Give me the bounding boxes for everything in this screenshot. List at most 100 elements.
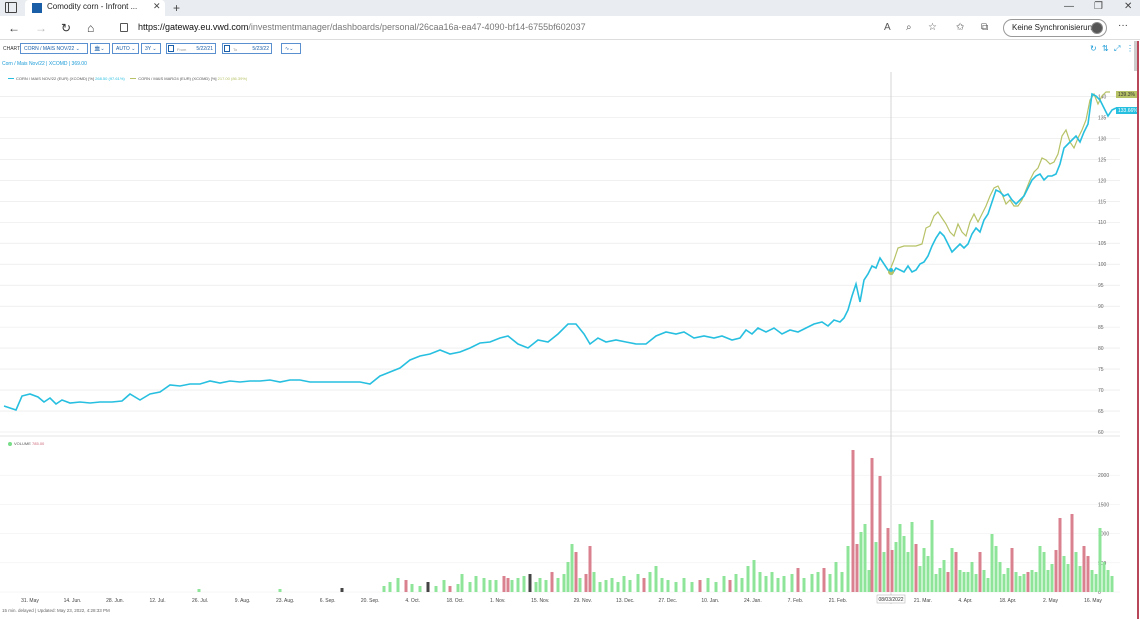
new-tab-icon[interactable]: + <box>173 1 181 15</box>
window-menu-icon[interactable] <box>5 2 17 13</box>
series-2-name: CORN / MAIS MAR/24 (EUR) (XCOMD) [%] <box>138 76 217 81</box>
more-menu-icon[interactable]: ··· <box>1118 20 1128 31</box>
sync-profile-button[interactable]: Keine Synchronisierung <box>1003 19 1107 37</box>
expand-icon[interactable]: ⤢ <box>1114 44 1121 53</box>
volume-bar <box>882 552 886 592</box>
address-bar-row: ← → ↻ ⌂ https://gateway.eu.vwd.com/inves… <box>0 16 1140 40</box>
volume-bar <box>914 544 918 592</box>
volume-bar <box>1070 514 1074 592</box>
volume-bar <box>482 578 486 592</box>
url-field[interactable]: https://gateway.eu.vwd.com/investmentman… <box>112 19 992 37</box>
price-y-tick: 140 <box>1098 94 1107 100</box>
sort-icon[interactable]: ⇅ <box>1102 44 1109 53</box>
mode-select[interactable]: AUTO ⌄ <box>112 43 139 54</box>
volume-bar <box>986 578 990 592</box>
volume-bar <box>930 520 934 592</box>
price-y-tick: 120 <box>1098 178 1107 184</box>
x-axis-tick: 15. Nov. <box>531 598 549 604</box>
volume-bar <box>604 580 608 592</box>
volume-bar <box>926 556 930 592</box>
scrollbar[interactable] <box>1134 41 1137 71</box>
from-date-field[interactable]: From 5/22/21 <box>166 43 216 54</box>
refresh-chart-icon[interactable]: ↻ <box>1090 44 1097 53</box>
period-select[interactable]: 3Y ⌄ <box>141 43 161 54</box>
volume-bar <box>636 574 640 592</box>
line-style-select[interactable]: ∿⌄ <box>281 43 301 54</box>
volume-bar <box>610 578 614 592</box>
volume-bar <box>942 560 946 592</box>
refresh-icon[interactable]: ↻ <box>61 21 72 35</box>
volume-bar <box>1090 570 1094 592</box>
volume-bar <box>1062 556 1066 592</box>
favorite-add-icon[interactable]: ☆ <box>928 22 937 33</box>
x-axis-tick: 18. Apr. <box>999 598 1016 604</box>
volume-bar <box>1030 570 1034 592</box>
volume-bar <box>562 574 566 592</box>
calendar-icon <box>224 45 230 52</box>
series-1-end-tag <box>1116 107 1138 114</box>
zoom-icon[interactable]: ⌕ <box>906 22 912 33</box>
volume-bar <box>588 546 592 592</box>
volume-bar <box>990 534 994 592</box>
volume-bar <box>878 476 882 592</box>
volume-bar <box>958 570 962 592</box>
x-axis-tick: 10. Jan. <box>701 598 719 604</box>
volume-bar <box>855 544 859 592</box>
more-options-icon[interactable]: ⋮ <box>1126 44 1134 53</box>
volume-bar <box>1010 548 1014 592</box>
minimize-icon[interactable]: — <box>1064 1 1074 12</box>
volume-bar <box>810 574 814 592</box>
home-icon[interactable]: ⌂ <box>87 21 95 35</box>
avatar <box>1091 22 1103 34</box>
volume-bar <box>962 572 966 592</box>
x-axis-tick: 2. May <box>1043 598 1059 604</box>
volume-bar <box>1002 574 1006 592</box>
volume-bar <box>1082 546 1086 592</box>
volume-bar <box>574 552 578 592</box>
volume-bar <box>340 588 344 592</box>
volume-bar <box>998 562 1002 592</box>
volume-bar <box>974 574 978 592</box>
chart-type-select[interactable]: 🏛⌄ <box>90 43 110 54</box>
volume-bar <box>506 578 510 592</box>
price-y-tick: 115 <box>1098 199 1106 205</box>
volume-bar <box>598 582 602 592</box>
volume-bar <box>898 524 902 592</box>
volume-bar <box>859 532 863 592</box>
url-text: https://gateway.eu.vwd.com/investmentman… <box>138 22 586 32</box>
volume-bar <box>418 586 422 592</box>
restore-icon[interactable]: ❐ <box>1094 1 1103 12</box>
tab-close-icon[interactable]: ✕ <box>153 1 161 11</box>
series-1-line <box>3 92 1117 411</box>
browser-tab[interactable]: Comodity corn - Infront ... ✕ <box>25 0 165 16</box>
forward-icon[interactable]: → <box>35 21 47 35</box>
back-icon[interactable]: ← <box>8 21 20 35</box>
volume-bar <box>950 548 954 592</box>
price-y-tick: 95 <box>1098 283 1104 289</box>
volume-bar <box>790 574 794 592</box>
favorites-icon[interactable]: ✩ <box>956 22 965 33</box>
volume-bar <box>938 568 942 592</box>
close-window-icon[interactable]: ✕ <box>1124 1 1133 12</box>
volume-bar <box>1098 528 1102 592</box>
volume-bar <box>1022 574 1026 592</box>
instrument-select[interactable]: CORN / MAIS NOV/22 ⌄ <box>20 43 88 54</box>
x-axis-tick: 18. Oct. <box>446 598 464 604</box>
collections-icon[interactable]: ⧉ <box>981 22 989 33</box>
to-date-field[interactable]: To 5/23/22 <box>222 43 272 54</box>
volume-bar <box>538 578 542 592</box>
volume-bar <box>396 578 400 592</box>
read-aloud-icon[interactable]: A <box>884 22 891 33</box>
volume-bar <box>197 589 201 592</box>
volume-value: 785.00 <box>32 441 45 446</box>
x-axis-tick: 13. Dec. <box>616 598 635 604</box>
x-axis-tick: 20. Sep. <box>361 598 380 604</box>
status-bar: 15 min. delayed | Updated: May 23, 2022,… <box>2 608 110 613</box>
mode-value: AUTO <box>116 46 130 52</box>
volume-bar <box>388 582 392 592</box>
url-path: /investmentmanager/dashboards/personal/2… <box>248 22 586 32</box>
volume-bar <box>544 580 548 592</box>
volume-bar <box>954 552 958 592</box>
volume-bar <box>550 572 554 592</box>
